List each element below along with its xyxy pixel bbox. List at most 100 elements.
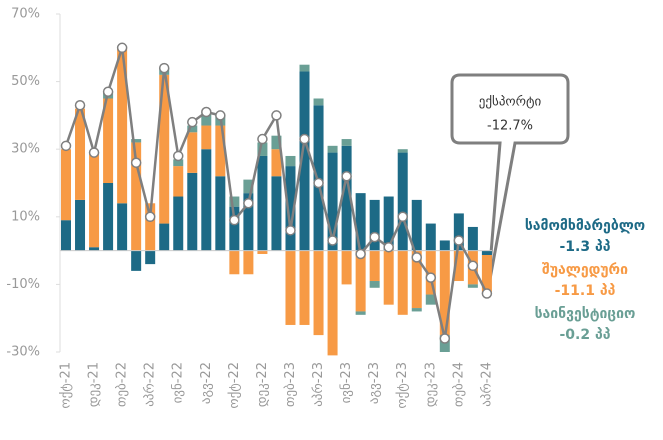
callout-value: -12.7%: [487, 119, 533, 134]
point: [467, 260, 479, 272]
bar: [131, 142, 142, 251]
bar: [397, 149, 408, 153]
value-label: -1.3 პპ: [560, 239, 611, 255]
bar: [201, 112, 212, 126]
bar: [327, 152, 338, 251]
point: [60, 140, 72, 152]
y-tick-label: 70%: [11, 7, 40, 22]
x-tick-label: დეკ-23: [423, 362, 438, 407]
bar: [131, 139, 142, 143]
point: [271, 110, 282, 121]
point: [425, 272, 437, 283]
bar: [453, 250, 464, 282]
bar: [103, 183, 114, 251]
point: [397, 211, 408, 223]
point: [158, 62, 170, 74]
point: [481, 288, 493, 299]
x-tick-label: ოქტ-22: [227, 362, 242, 409]
bar: [397, 152, 408, 251]
bar: [257, 250, 268, 254]
bar: [173, 159, 184, 167]
bar: [229, 206, 240, 251]
bar: [327, 250, 338, 356]
legend-label: შუალედური: [542, 262, 628, 278]
bar: [299, 71, 310, 251]
x-tick-label: დეკ-22: [255, 362, 270, 407]
point: [285, 225, 296, 236]
bar: [145, 203, 156, 251]
point: [187, 116, 198, 128]
point: [341, 170, 352, 182]
bar: [425, 294, 436, 305]
bar: [341, 145, 352, 251]
bar: [257, 142, 268, 156]
bar: [439, 250, 450, 336]
bar: [285, 155, 296, 167]
point: [327, 235, 338, 246]
bar: [397, 250, 408, 315]
bar: [257, 155, 268, 251]
bar: [271, 149, 282, 177]
bar: [299, 64, 310, 72]
point: [257, 133, 268, 145]
x-tick-label: თებ-23: [283, 362, 298, 407]
bar: [285, 250, 296, 325]
point: [299, 133, 310, 145]
bar: [75, 199, 86, 251]
x-tick-label: ივნ-23: [339, 362, 354, 403]
bar: [173, 166, 184, 197]
bar: [285, 166, 296, 251]
x-tick-label: თებ-24: [451, 362, 466, 407]
point: [116, 42, 128, 54]
bar: [355, 193, 366, 251]
legend-label: საინვესტიციო: [535, 306, 636, 322]
bar: [145, 250, 156, 265]
callout-title: ექსპორტი: [479, 95, 542, 110]
y-tick-label: 30%: [11, 142, 40, 157]
point: [130, 157, 142, 168]
bar: [383, 196, 394, 251]
legend-label: სამომხმარებლო: [525, 218, 645, 234]
bar: [425, 223, 436, 251]
bar: [327, 145, 338, 153]
bar: [299, 250, 310, 325]
x-tick-label: თებ-22: [115, 362, 130, 407]
bar: [439, 240, 450, 251]
bar: [61, 149, 71, 221]
y-tick-label: 50%: [11, 74, 40, 89]
x-tick-label: აპრ-24: [479, 362, 494, 407]
value-label: -11.1 პპ: [555, 283, 616, 299]
bar: [271, 176, 282, 251]
bar: [271, 135, 282, 150]
point: [355, 248, 366, 260]
bar: [467, 284, 478, 288]
bar: [467, 226, 478, 251]
bar: [159, 74, 170, 224]
point: [453, 235, 465, 246]
bar: [355, 311, 366, 315]
bar: [341, 139, 352, 146]
bar: [453, 213, 464, 251]
bar: [131, 250, 142, 271]
x-tick-label: აგვ-22: [199, 362, 214, 404]
bar: [383, 250, 394, 305]
callout: [450, 73, 570, 291]
y-tick-label: 10%: [11, 209, 40, 224]
bar: [201, 125, 212, 150]
bar: [481, 254, 492, 293]
bar: [229, 196, 240, 207]
bar: [411, 199, 422, 251]
x-tick-label: აპრ-22: [143, 362, 158, 407]
bar: [355, 250, 366, 312]
bar: [103, 98, 114, 183]
bar: [215, 176, 226, 251]
bar: [341, 250, 352, 285]
bar: [243, 179, 254, 194]
bar: [89, 152, 100, 248]
point: [369, 231, 380, 243]
x-tick-label: ოქტ-23: [395, 362, 410, 409]
bar: [481, 250, 492, 255]
bar: [187, 132, 198, 173]
x-tick-label: ოქტ-21: [59, 362, 74, 409]
bar: [159, 223, 170, 251]
